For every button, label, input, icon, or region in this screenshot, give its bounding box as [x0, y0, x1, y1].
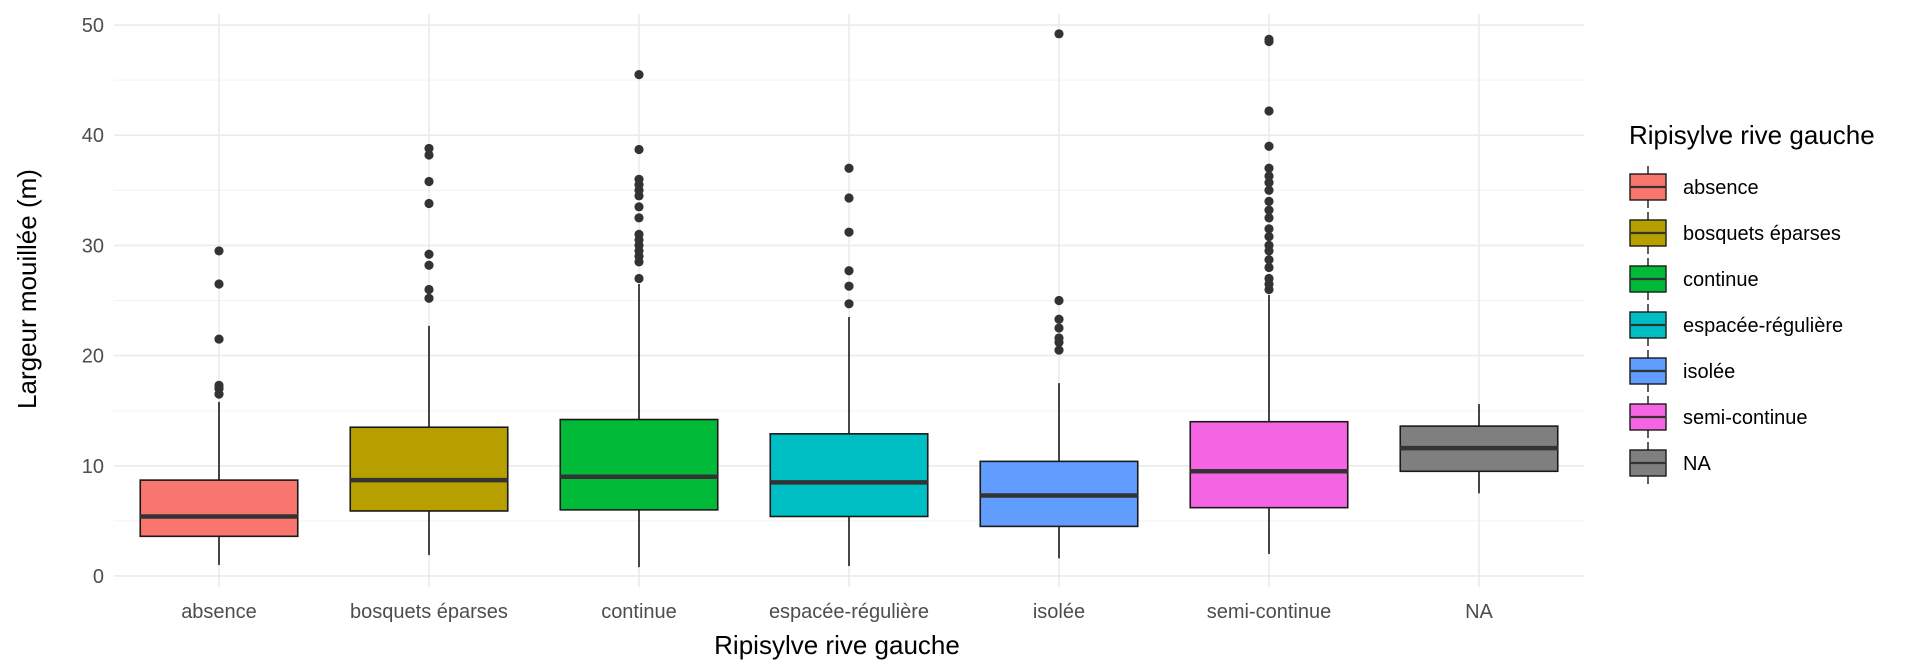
x-axis-title: Ripisylve rive gauche — [714, 630, 960, 660]
legend-item: isolée — [1629, 350, 1735, 392]
box-group — [769, 163, 929, 567]
outlier-point — [1264, 273, 1274, 284]
outlier-point — [214, 380, 224, 390]
outlier-point — [1264, 177, 1274, 188]
x-tick-label: continue — [601, 601, 677, 623]
outlier-point — [844, 299, 854, 309]
x-tick-label: absence — [181, 601, 257, 623]
outlier-point — [424, 150, 434, 160]
box-iqr — [559, 418, 719, 511]
x-tick-label: semi-continue — [1207, 601, 1332, 623]
outlier-point — [424, 198, 434, 209]
legend-label: espacée-régulière — [1683, 315, 1843, 337]
outlier-point — [1264, 231, 1274, 242]
outlier-point — [1264, 205, 1274, 215]
box-group — [1399, 404, 1559, 494]
outlier-point — [424, 249, 434, 259]
outlier-point — [634, 174, 644, 184]
outlier-point — [424, 260, 434, 270]
x-tick-label: bosquets éparses — [350, 601, 508, 623]
box-group — [1189, 34, 1349, 554]
outlier-point — [844, 193, 854, 203]
box-iqr — [139, 479, 299, 538]
outlier-point — [1054, 333, 1064, 343]
legend-item: bosquets éparses — [1629, 212, 1841, 254]
legend-label: semi-continue — [1683, 407, 1808, 429]
outlier-point — [1264, 240, 1274, 251]
y-tick-label: 0 — [93, 566, 104, 588]
legend-label: isolée — [1683, 361, 1735, 383]
y-axis-ticks: 0 10 20 30 40 50 — [82, 15, 104, 588]
y-tick-label: 10 — [82, 456, 104, 478]
outlier-point — [1264, 185, 1274, 195]
y-tick-label: 50 — [82, 15, 104, 37]
outlier-point — [424, 176, 434, 187]
box-iqr — [349, 426, 509, 512]
outlier-point — [844, 281, 854, 291]
x-axis-ticks: absence bosquets éparses continue espacée-r… — [181, 601, 1493, 623]
outlier-point — [634, 202, 644, 212]
outlier-point — [1054, 323, 1064, 333]
outlier-point — [634, 229, 644, 239]
x-tick-label: isolée — [1033, 601, 1085, 623]
outlier-point — [1264, 141, 1274, 151]
legend-label: continue — [1683, 269, 1759, 291]
outlier-point — [424, 143, 434, 154]
legend-item: NA — [1629, 442, 1711, 484]
outlier-point — [214, 246, 224, 256]
legend: Ripisylve rive gauche absence bosquets ép… — [1629, 120, 1875, 484]
outlier-point — [1264, 224, 1274, 234]
outlier-point — [1264, 163, 1274, 173]
outlier-point — [424, 284, 434, 295]
legend-item: absence — [1629, 166, 1759, 208]
outlier-point — [634, 213, 644, 223]
outlier-point — [1264, 106, 1274, 116]
outlier-point — [1264, 213, 1274, 223]
legend-item: espacée-régulière — [1629, 304, 1843, 346]
box-group — [979, 29, 1139, 559]
legend-item: semi-continue — [1629, 396, 1808, 438]
legend-label: NA — [1683, 453, 1711, 475]
boxes — [139, 29, 1559, 568]
outlier-point — [634, 144, 644, 155]
y-tick-label: 40 — [82, 125, 104, 147]
legend-items: absence bosquets éparses continue espacée-r… — [1629, 166, 1843, 484]
legend-label: absence — [1683, 177, 1759, 199]
outlier-point — [214, 279, 224, 289]
outlier-point — [1264, 255, 1274, 265]
outlier-point — [634, 273, 644, 284]
y-axis-title: Largeur mouillée (m) — [12, 169, 42, 409]
x-tick-label: espacée-régulière — [769, 601, 929, 623]
box-iqr — [769, 433, 929, 518]
legend-item: continue — [1629, 258, 1759, 300]
outlier-point — [1054, 345, 1064, 355]
outlier-point — [214, 334, 224, 344]
outlier-point — [1054, 295, 1064, 306]
box-group — [559, 70, 719, 568]
outlier-point — [844, 266, 854, 276]
outlier-point — [424, 293, 434, 303]
outlier-point — [1264, 34, 1274, 44]
outlier-point — [634, 70, 644, 80]
y-tick-label: 20 — [82, 346, 104, 368]
outlier-point — [844, 227, 854, 237]
outlier-point — [1264, 196, 1274, 206]
outlier-point — [1054, 29, 1064, 39]
outlier-point — [1264, 262, 1274, 273]
box-group — [349, 143, 509, 556]
legend-title: Ripisylve rive gauche — [1629, 120, 1875, 150]
box-group — [139, 246, 299, 565]
outlier-point — [1264, 171, 1274, 181]
legend-label: bosquets éparses — [1683, 223, 1841, 245]
outlier-point — [1054, 314, 1064, 324]
x-tick-label: NA — [1465, 601, 1493, 623]
y-tick-label: 30 — [82, 235, 104, 257]
outlier-point — [844, 163, 854, 173]
box-iqr — [1189, 420, 1349, 509]
